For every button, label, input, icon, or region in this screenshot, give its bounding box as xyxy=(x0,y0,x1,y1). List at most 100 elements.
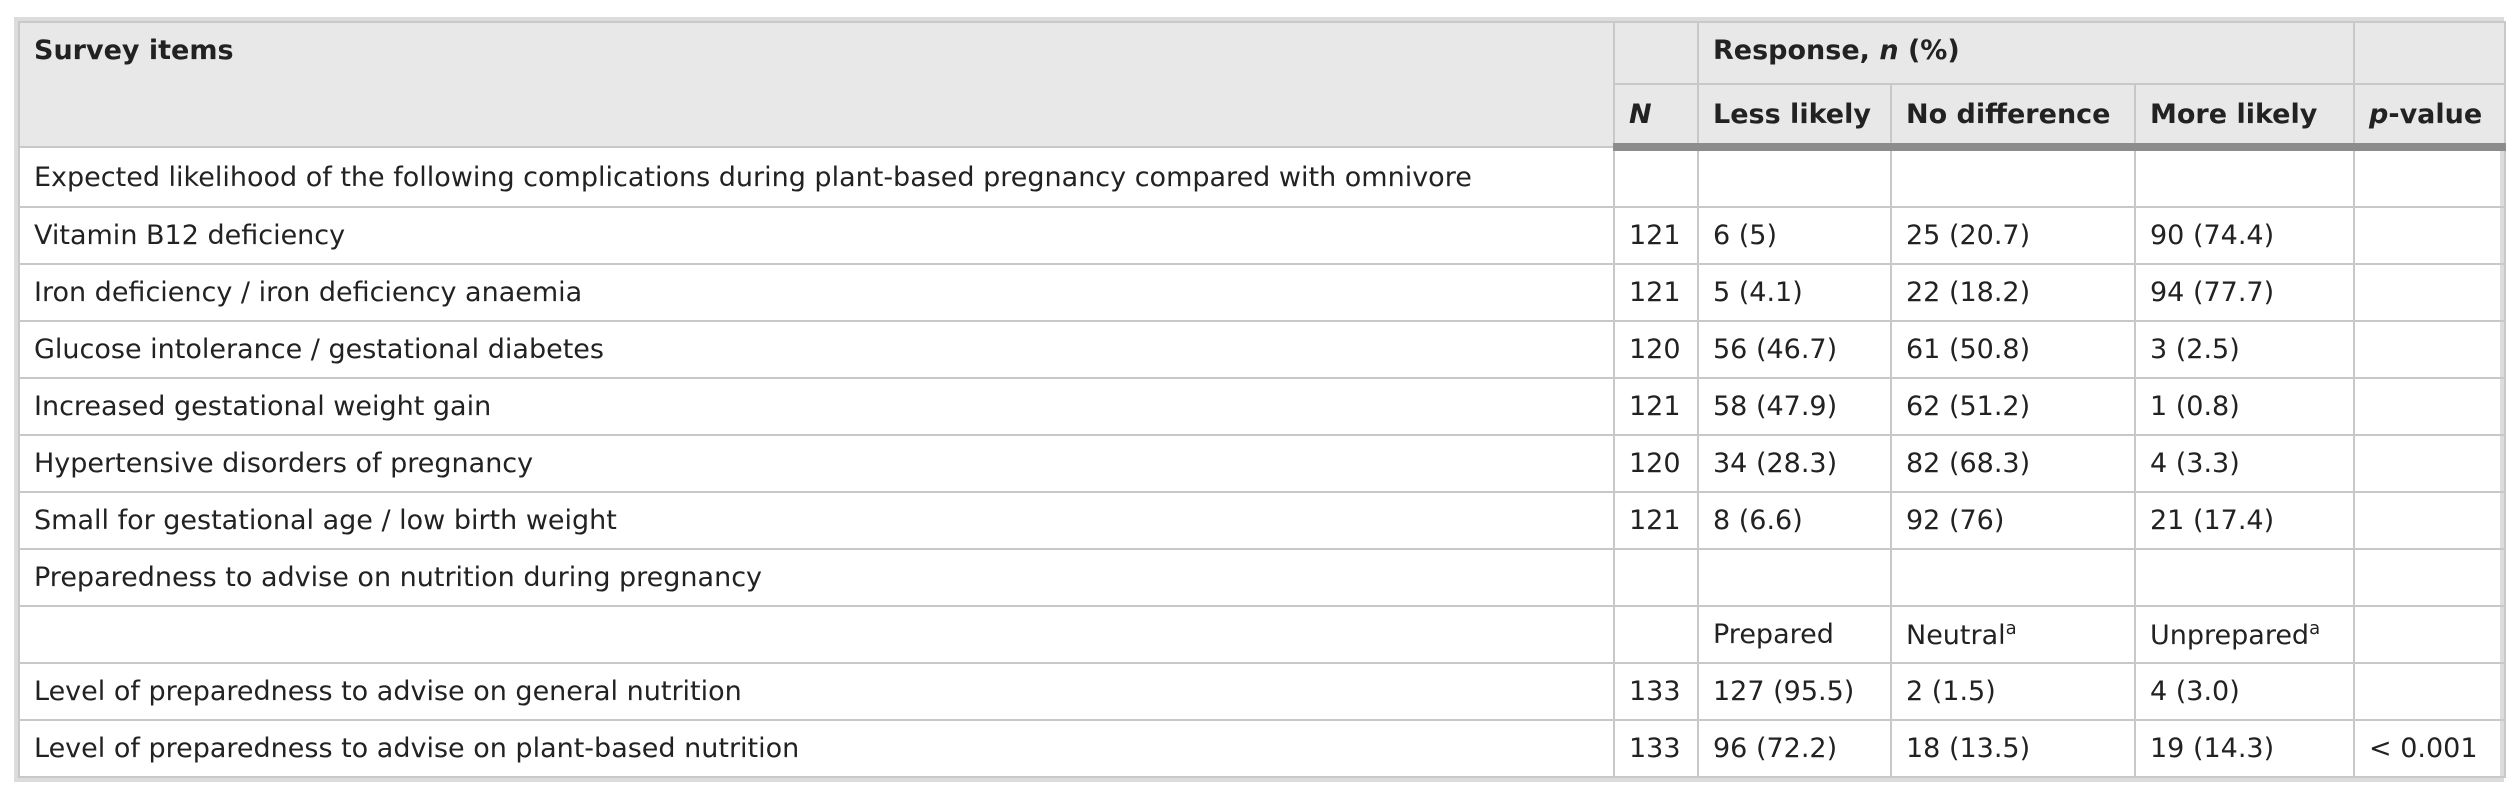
table-cell: 1 (0.8) xyxy=(2133,377,2356,436)
table-row: Expected likelihood of the following com… xyxy=(18,146,2507,208)
table-cell: 96 (72.2) xyxy=(1697,719,1892,778)
table-cell xyxy=(1697,146,1892,208)
header-cell: No difference xyxy=(1890,83,2136,151)
table-cell xyxy=(1697,548,1892,607)
table-row: Hypertensive disorders of pregnancy 120 34… xyxy=(18,434,2507,493)
table-cell: 18 (13.5) xyxy=(1890,719,2136,778)
table-cell: 22 (18.2) xyxy=(1890,263,2136,322)
table-row: Preparedness to advise on nutrition duri… xyxy=(18,548,2507,607)
footnote-mark: a xyxy=(2005,618,2017,639)
table-cell xyxy=(1890,146,2136,208)
table-cell: Increased gestational weight gain xyxy=(18,377,1615,436)
table-cell: Neutrala xyxy=(1890,605,2136,664)
table-cell: 94 (77.7) xyxy=(2133,263,2356,322)
table-cell xyxy=(2353,263,2507,322)
table-cell xyxy=(2353,434,2507,493)
table-cell: Unprepareda xyxy=(2133,605,2356,664)
table-cell: 133 xyxy=(1613,719,1699,778)
table-cell: 92 (76) xyxy=(1890,491,2136,550)
table-cell: Small for gestational age / low birth we… xyxy=(18,491,1615,550)
header-text: n xyxy=(1879,35,1899,66)
table-container: Survey items Response, n (%) N Less like… xyxy=(14,17,2507,782)
cell-text: Neutral xyxy=(1906,620,2006,651)
table-cell xyxy=(2353,491,2507,550)
header-text: N xyxy=(1629,98,1652,130)
table-cell: 62 (51.2) xyxy=(1890,377,2136,436)
table-cell: 133 xyxy=(1613,662,1699,721)
table-cell: 82 (68.3) xyxy=(1890,434,2136,493)
table-cell xyxy=(2353,206,2507,265)
table-cell xyxy=(2133,548,2356,607)
table-cell xyxy=(2353,320,2507,379)
header-text: Response, xyxy=(1713,35,1880,66)
table-cell: Level of preparedness to advise on plant… xyxy=(18,719,1615,778)
header-text: -value xyxy=(2388,98,2483,130)
table-cell xyxy=(2353,548,2507,607)
header-text: p xyxy=(2369,98,2389,130)
table-cell: Glucose intolerance / gestational diabet… xyxy=(18,320,1615,379)
table-cell: 120 xyxy=(1613,320,1699,379)
header-cell: N xyxy=(1613,83,1699,151)
table-cell: Level of preparedness to advise on gener… xyxy=(18,662,1615,721)
table-cell: 4 (3.0) xyxy=(2133,662,2356,721)
header-cell xyxy=(2353,21,2507,84)
table-row: Glucose intolerance / gestational diabet… xyxy=(18,320,2507,379)
table-cell: 21 (17.4) xyxy=(2133,491,2356,550)
table-cell: Expected likelihood of the following com… xyxy=(18,146,1615,208)
table-cell: 61 (50.8) xyxy=(1890,320,2136,379)
table-cell xyxy=(18,605,1615,664)
table-cell: 8 (6.6) xyxy=(1697,491,1892,550)
table-cell: 127 (95.5) xyxy=(1697,662,1892,721)
table-row: Small for gestational age / low birth we… xyxy=(18,491,2507,550)
header-cell: Less likely xyxy=(1697,83,1892,151)
table-cell xyxy=(2353,146,2507,208)
table-row: Iron deficiency / iron deficiency anaemi… xyxy=(18,263,2507,322)
table-row: Prepared Neutrala Unprepareda xyxy=(18,605,2507,664)
table-row: Level of preparedness to advise on gener… xyxy=(18,662,2507,721)
header-row: Survey items Response, n (%) xyxy=(18,21,2507,148)
table-cell xyxy=(2353,662,2507,721)
footnote-mark: a xyxy=(2309,618,2321,639)
header-cell: Survey items xyxy=(18,21,1615,148)
table-cell: Hypertensive disorders of pregnancy xyxy=(18,434,1615,493)
table-row: Level of preparedness to advise on plant… xyxy=(18,719,2507,778)
table-cell: < 0.001 xyxy=(2353,719,2507,778)
table-cell: Prepared xyxy=(1697,605,1892,664)
table-cell: 58 (47.9) xyxy=(1697,377,1892,436)
header-row: N Less likely No difference More likely … xyxy=(19,83,2507,151)
header-cell: More likely xyxy=(2133,83,2356,151)
table-cell xyxy=(2353,377,2507,436)
table-cell: 19 (14.3) xyxy=(2133,719,2356,778)
survey-table: Survey items Response, n (%) N Less like… xyxy=(18,21,2507,778)
table-cell xyxy=(1890,548,2136,607)
table-cell xyxy=(1613,605,1699,664)
table-cell: 3 (2.5) xyxy=(2133,320,2356,379)
header-cell: Response, n (%) xyxy=(1696,21,2356,85)
table-cell: Iron deficiency / iron deficiency anaemi… xyxy=(18,263,1615,322)
table-cell xyxy=(2353,605,2507,664)
table-cell: 90 (74.4) xyxy=(2133,206,2356,265)
table-cell: Preparedness to advise on nutrition duri… xyxy=(18,548,1615,607)
table-cell xyxy=(1613,146,1699,208)
table-cell: Vitamin B12 deficiency xyxy=(18,206,1615,265)
table-cell: 121 xyxy=(1613,206,1699,265)
table-cell: 6 (5) xyxy=(1697,206,1892,265)
table-row: Vitamin B12 deficiency 121 6 (5) 25 (20.7) 9… xyxy=(18,206,2507,265)
table-cell: 25 (20.7) xyxy=(1890,206,2136,265)
table-cell xyxy=(1613,548,1699,607)
table-cell xyxy=(2133,146,2356,208)
header-text: (%) xyxy=(1898,35,1960,66)
table-cell: 120 xyxy=(1613,434,1699,493)
cell-text: Unprepared xyxy=(2150,620,2310,651)
table-cell: 34 (28.3) xyxy=(1697,434,1892,493)
table-cell: 4 (3.3) xyxy=(2133,434,2356,493)
table-cell: 2 (1.5) xyxy=(1890,662,2136,721)
table-cell: 56 (46.7) xyxy=(1697,320,1892,379)
table-cell: 5 (4.1) xyxy=(1697,263,1892,322)
table-row: Increased gestational weight gain 121 58 (… xyxy=(18,377,2507,436)
table-cell: 121 xyxy=(1613,377,1699,436)
table-cell: 121 xyxy=(1613,263,1699,322)
header-cell: p-value xyxy=(2353,83,2507,151)
table-cell: 121 xyxy=(1613,491,1699,550)
header-cell xyxy=(1613,21,1699,84)
